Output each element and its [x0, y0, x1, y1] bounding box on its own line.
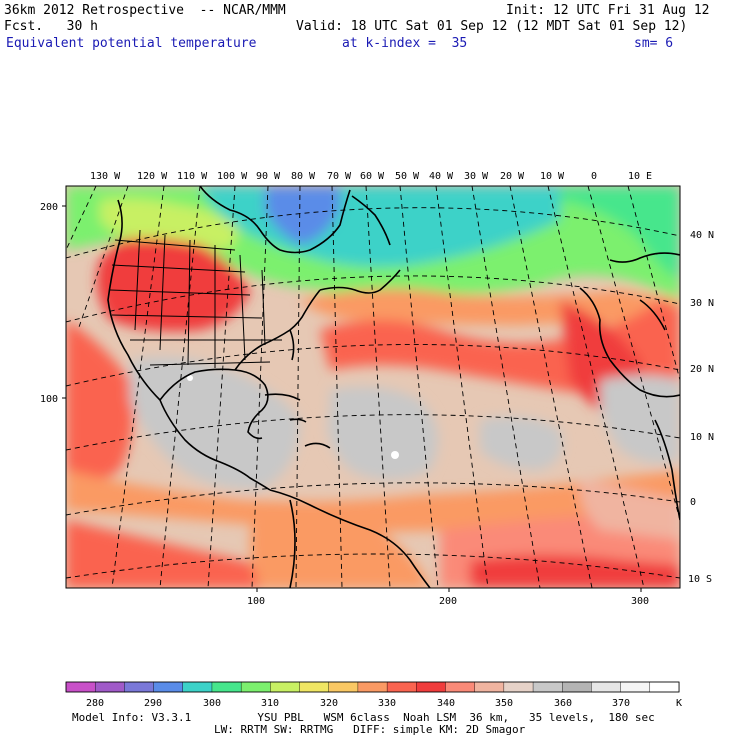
colorbar-swatch: [357, 681, 388, 693]
lon-label: 10 W: [540, 171, 565, 182]
lon-label: 40 W: [429, 171, 454, 182]
colorbar-frame: [65, 681, 680, 693]
colorbar-tick-label: 320: [320, 698, 338, 709]
grid-x-label: 200: [439, 596, 457, 607]
valid-time: Valid: 18 UTC Sat 01 Sep 12 (12 MDT Sat …: [296, 19, 688, 34]
colorbar-swatch: [65, 681, 96, 693]
colorbar-tick-label: 300: [203, 698, 221, 709]
model-title: 36km 2012 Retrospective -- NCAR/MMM: [4, 3, 286, 18]
lon-label: 70 W: [327, 171, 352, 182]
colorbar-tick-label: 340: [437, 698, 455, 709]
colorbar-swatch: [445, 681, 476, 693]
lon-label: 90 W: [256, 171, 281, 182]
colorbar-tick-label: 280: [86, 698, 104, 709]
colorbar-swatch: [386, 681, 417, 693]
colorbar-swatch: [299, 681, 330, 693]
colorbar-swatch: [124, 681, 155, 693]
lon-label: 120 W: [137, 171, 168, 182]
lat-label: 10 S: [688, 574, 712, 585]
colorbar-tick-label: 370: [612, 698, 630, 709]
lon-label: 50 W: [395, 171, 420, 182]
smoothing-label: sm= 6: [634, 36, 674, 51]
colorbar-swatch: [474, 681, 505, 693]
colorbar-swatch: [620, 681, 651, 693]
colorbar-swatch: [211, 681, 242, 693]
colorbar-tick-label: 330: [378, 698, 396, 709]
forecast-hour: Fcst. 30 h: [4, 19, 98, 34]
colorbar: [65, 681, 680, 693]
latitude-labels: 40 N 30 N 20 N 10 N 0 10 S: [688, 230, 714, 585]
colorbar-swatch: [182, 681, 213, 693]
colorbar-tick-label: 350: [495, 698, 513, 709]
lat-label: 0: [690, 497, 696, 508]
lon-label: 60 W: [360, 171, 385, 182]
grid-y-label: 200: [40, 202, 58, 213]
colorbar-swatch: [270, 681, 301, 693]
grid-x-label: 100: [247, 596, 265, 607]
lat-label: 20 N: [690, 364, 714, 375]
lon-label: 110 W: [177, 171, 208, 182]
political-boundaries: [109, 229, 282, 368]
colorbar-swatch: [562, 681, 592, 693]
colorbar-tick-label: 360: [554, 698, 572, 709]
lon-label: 20 W: [500, 171, 525, 182]
lon-label: 80 W: [291, 171, 316, 182]
colorbar-swatch: [240, 681, 271, 693]
lon-label: 30 W: [464, 171, 489, 182]
colorbar-labels: 280 290 300 310 320 330 340 350 360 370 …: [86, 698, 682, 709]
grid-x-label: 300: [631, 596, 649, 607]
field-name: Equivalent potential temperature: [6, 36, 257, 51]
lon-label: 100 W: [217, 171, 248, 182]
colorbar-tick-label: 290: [144, 698, 162, 709]
init-time: Init: 12 UTC Fri 31 Aug 12: [506, 3, 710, 18]
colorbar-swatch: [503, 681, 534, 693]
colorbar-swatch: [153, 681, 184, 693]
theta-e-field: [66, 186, 680, 588]
colorbar-swatch: [416, 681, 446, 693]
grid-y-label: 100: [40, 394, 58, 405]
lat-label: 40 N: [690, 230, 714, 241]
colorbar-swatch: [591, 681, 622, 693]
lon-label: 10 E: [628, 171, 652, 182]
level-label: at k-index = 35: [342, 36, 468, 51]
colorbar-swatch: [94, 681, 125, 693]
model-physics: LW: RRTM SW: RRTMG DIFF: simple KM: 2D S…: [214, 723, 526, 736]
model-info: Model Info: V3.3.1 YSU PBL WSM 6class No…: [72, 711, 655, 724]
colorbar-swatch: [532, 681, 563, 693]
grid-labels: 200 100 100 200 300: [40, 202, 649, 607]
lat-label: 30 N: [690, 298, 714, 309]
longitude-labels: 130 W 120 W 110 W 100 W 90 W 80 W 70 W 6…: [90, 171, 652, 182]
frame-ticks: [62, 205, 642, 592]
colorbar-unit: K: [676, 698, 682, 709]
map-frame: [65, 185, 681, 589]
colorbar-swatch: [328, 681, 359, 693]
coastlines: [107, 186, 680, 588]
colorbar-swatch: [649, 681, 680, 693]
lon-label: 0: [591, 171, 597, 182]
colorbar-tick-label: 310: [261, 698, 279, 709]
graticule: [66, 186, 680, 588]
lon-label: 130 W: [90, 171, 121, 182]
lat-label: 10 N: [690, 432, 714, 443]
